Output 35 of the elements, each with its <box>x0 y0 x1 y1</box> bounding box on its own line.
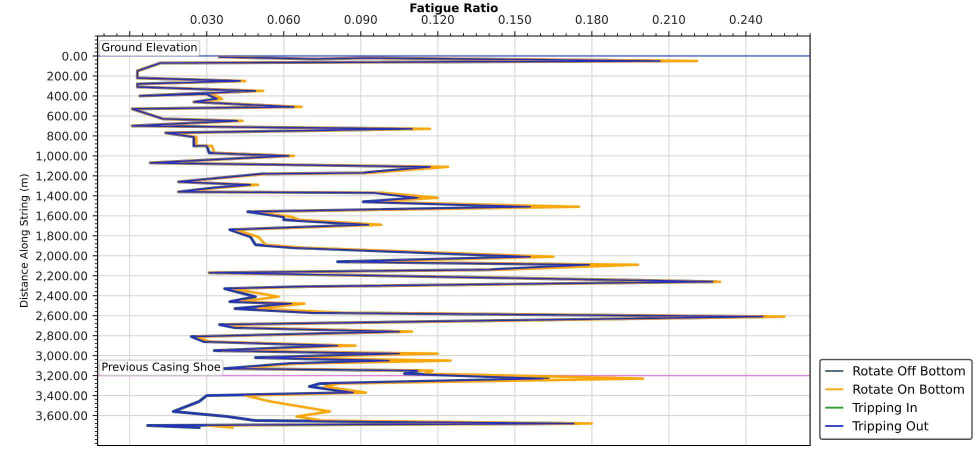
y-tick-label: 1,400.00 <box>36 192 88 202</box>
y-tick-label: 2,200.00 <box>36 271 88 282</box>
y-tick-label: 200.00 <box>47 72 88 81</box>
y-tick-label: 2,800.00 <box>36 331 88 342</box>
x-tick-label: 0.120 <box>422 15 454 24</box>
y-tick-label: 800.00 <box>47 132 88 141</box>
x-tick-label: 0.240 <box>730 15 762 24</box>
y-tick-label: 0.00 <box>62 52 88 61</box>
x-tick-label: 0.180 <box>576 15 608 24</box>
y-tick-label: 600.00 <box>47 112 88 121</box>
x-axis-title: Fatigue Ratio <box>410 3 498 15</box>
y-tick-label: 1,800.00 <box>36 231 88 242</box>
legend-label: Rotate On Bottom <box>854 384 964 394</box>
legend-label: Rotate Off Bottom <box>854 366 965 376</box>
y-tick-label: 3,600.00 <box>36 411 88 422</box>
y-tick-label: 3,000.00 <box>36 351 88 362</box>
y-tick-label: 2,000.00 <box>36 251 88 262</box>
y-tick-label: 1,000.00 <box>36 152 88 162</box>
x-tick-label: 0.030 <box>190 15 223 24</box>
y-tick-label: 2,600.00 <box>36 311 88 322</box>
y-tick-label: 400.00 <box>47 92 88 101</box>
x-tick-label: 0.060 <box>268 15 300 24</box>
x-tick-label: 0.210 <box>652 15 685 24</box>
y-tick-label: 3,200.00 <box>36 371 88 382</box>
ref-line-label: Ground Elevation <box>102 42 197 52</box>
y-tick-label: 3,400.00 <box>36 391 88 402</box>
x-tick-label: 0.090 <box>344 15 377 24</box>
legend-label: Tripping Out <box>852 420 928 433</box>
y-axis-title: Distance Along String (m) <box>20 174 30 307</box>
legend-label: Tripping In <box>852 402 917 415</box>
y-tick-label: 1,600.00 <box>36 212 88 222</box>
ref-line-label: Previous Casing Shoe <box>102 362 220 374</box>
y-tick-label: 2,400.00 <box>36 291 88 302</box>
y-tick-label: 1,200.00 <box>36 172 88 182</box>
x-tick-label: 0.150 <box>498 15 531 24</box>
